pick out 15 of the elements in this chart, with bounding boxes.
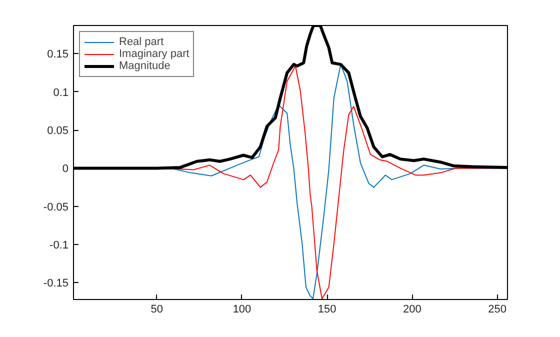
x-tick-label: 150 [318,304,336,316]
y-tick-label: -0.15 [43,278,69,290]
y-tick-label: -0.05 [43,201,69,214]
y-tick-label: -0.1 [50,240,69,252]
y-tick-label: 0.05 [47,125,69,138]
x-tick-label: 100 [232,304,252,316]
legend-label: Magnitude [119,60,170,72]
y-tick-label: 0 [62,163,69,176]
y-tick-label: 0.1 [53,86,69,99]
legend-label: Real part [119,36,164,48]
x-tick-label: 250 [488,304,506,316]
x-tick-label: 200 [403,304,422,316]
x-tick-label: 50 [150,304,164,316]
y-tick-label: 0.15 [47,48,69,61]
legend-label: Imaginary part [119,48,190,60]
